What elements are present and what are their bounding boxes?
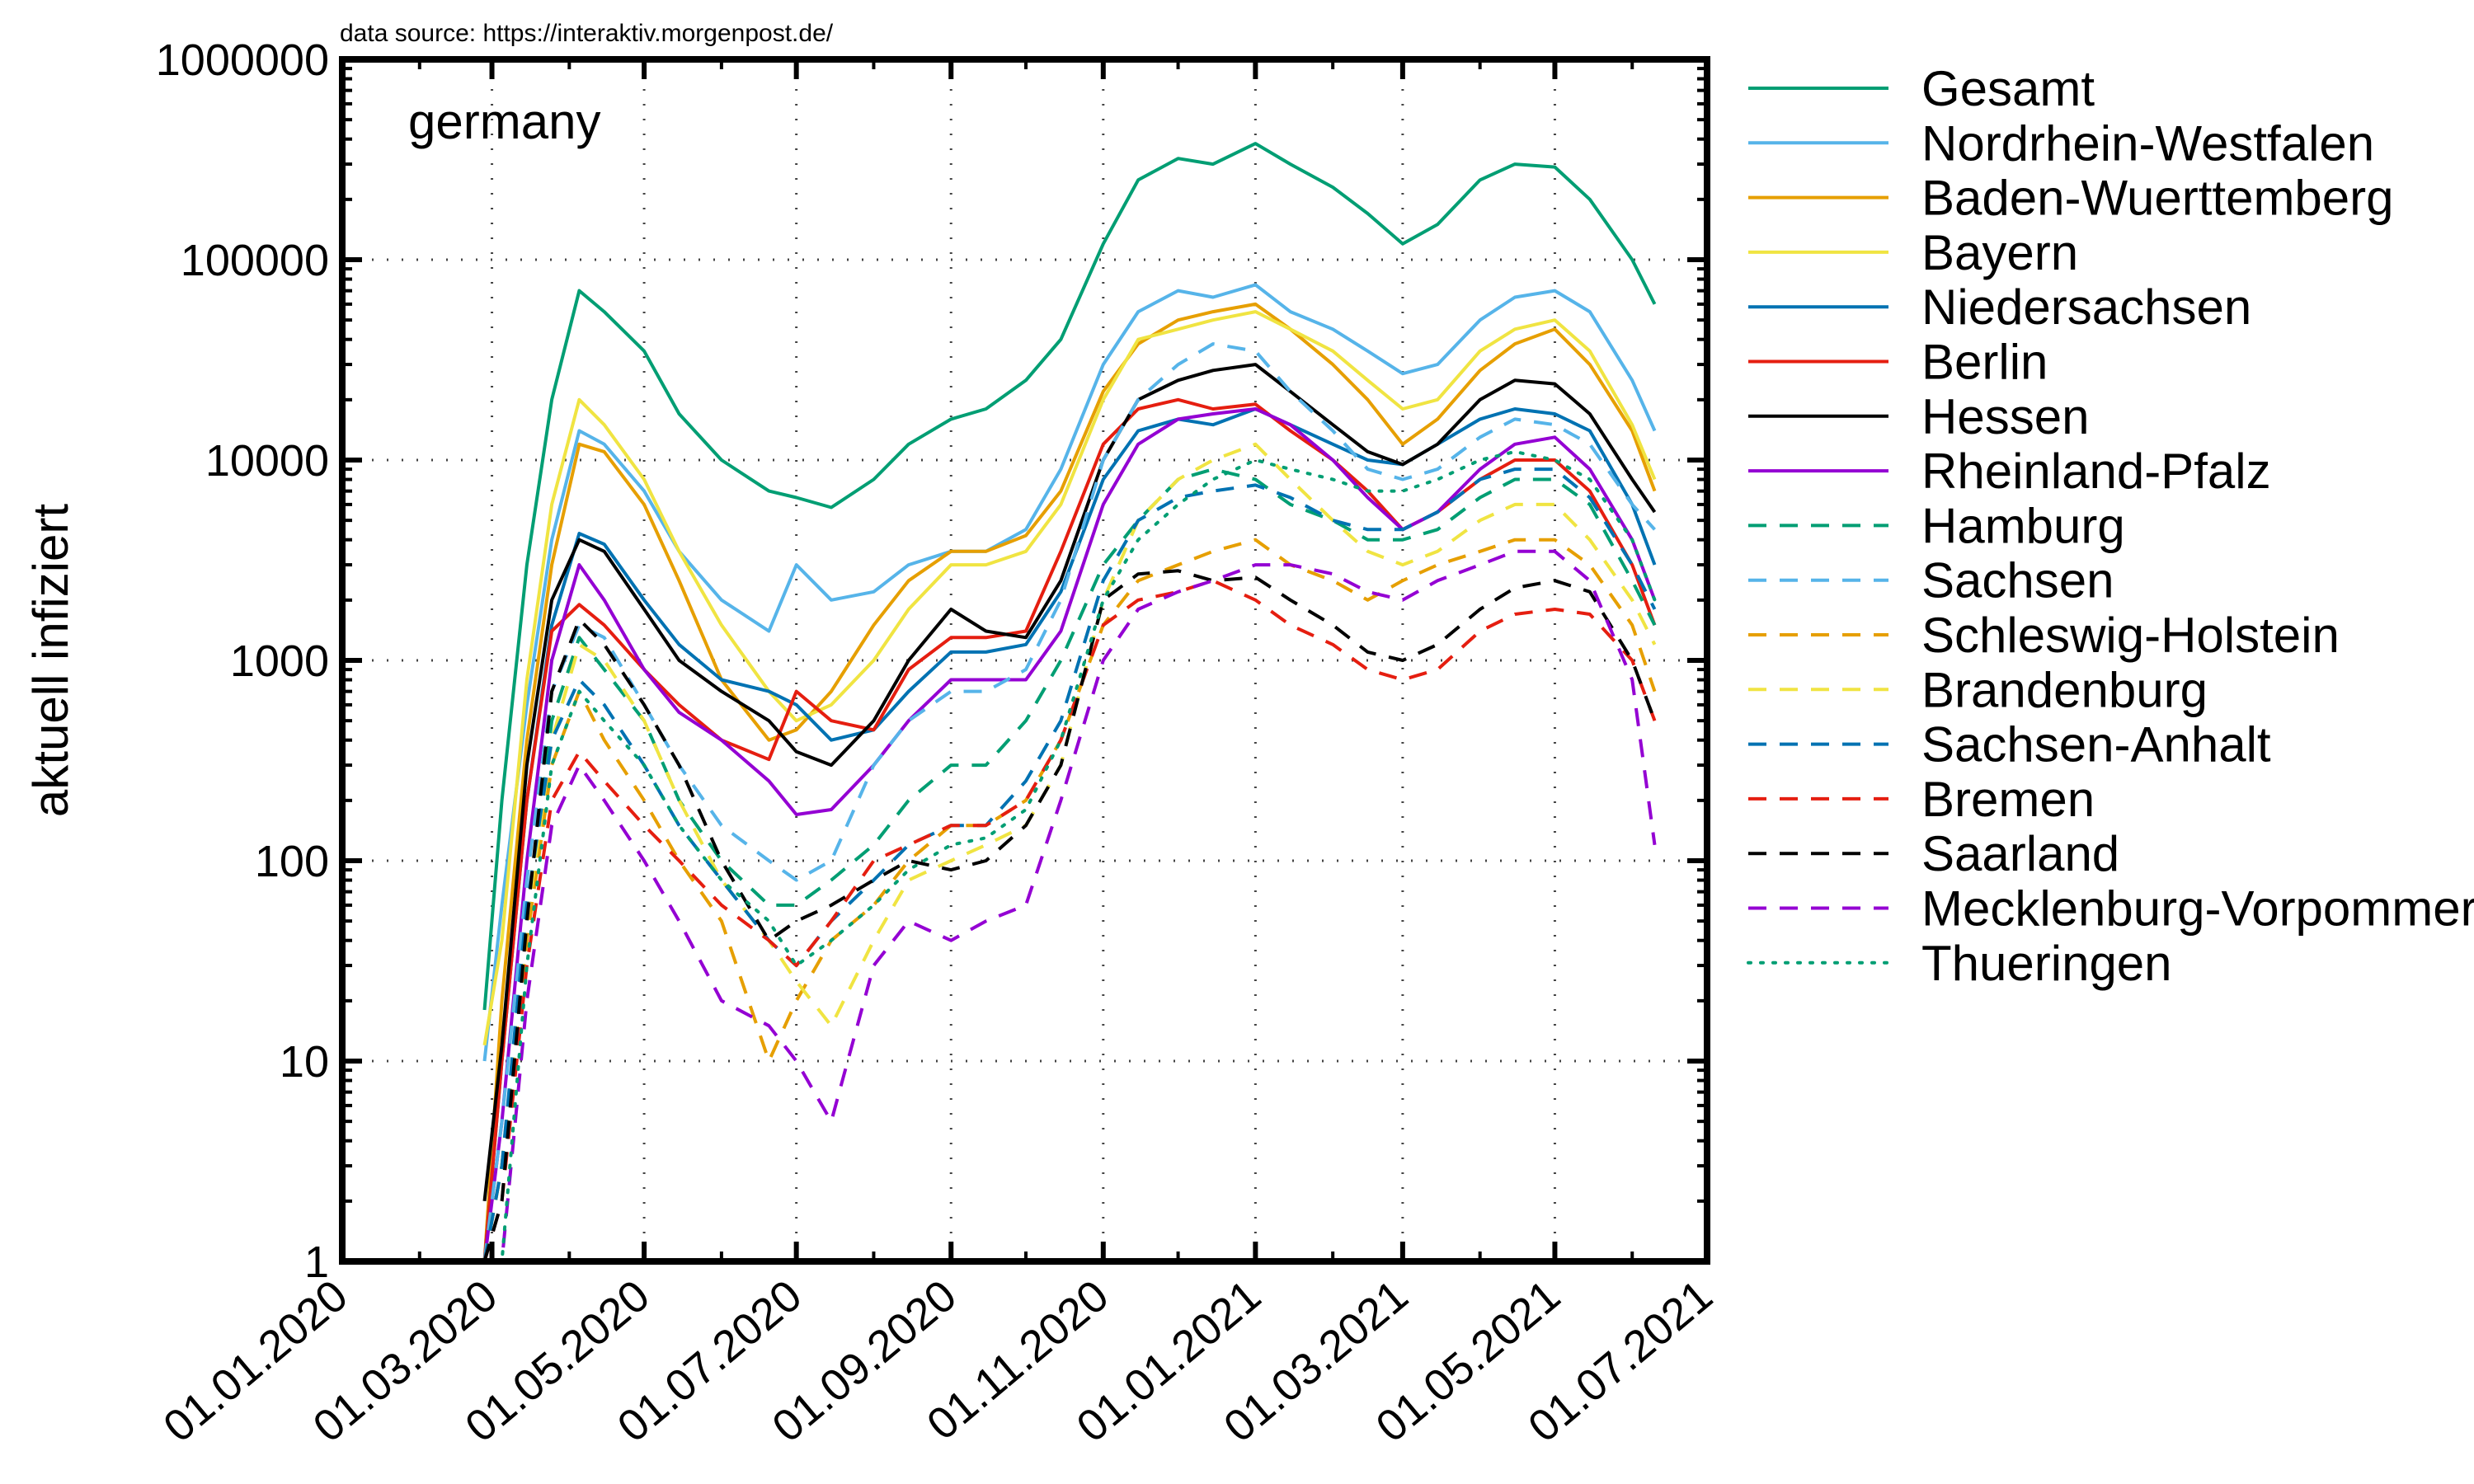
legend-label: Brandenburg [1921, 662, 2208, 717]
legend: GesamtNordrhein-WestfalenBaden-Wuerttemb… [1747, 61, 2474, 991]
series-line [482, 342, 1656, 1262]
legend-label: Baden-Wuerttemberg [1921, 171, 2394, 226]
legend-label: Rheinland-Pfalz [1921, 444, 2271, 499]
series-line [484, 549, 1657, 1263]
series-line [482, 283, 1657, 1062]
y-tick-label: 10000 [205, 436, 329, 486]
y-tick-label: 1000 [230, 636, 329, 686]
axis-ticks: 01.01.202001.03.202001.05.202001.07.2020… [154, 35, 1722, 1452]
source-note: data source: https://interaktiv.morgenpo… [340, 20, 834, 47]
y-tick-label: 10 [280, 1037, 329, 1087]
legend-label: Gesamt [1921, 61, 2095, 116]
y-tick-label: 1000000 [156, 35, 329, 85]
series-line [482, 579, 1657, 1262]
series-line [482, 310, 1657, 1046]
legend-label: Bayern [1921, 225, 2078, 280]
legend-label: Saarland [1921, 826, 2119, 881]
legend-label: Schleswig-Holstein [1921, 608, 2340, 663]
y-tick-label: 100000 [181, 236, 329, 285]
series-line [482, 467, 1657, 1262]
series-line [482, 407, 1657, 1262]
series-line [482, 142, 1657, 1011]
series-line [482, 397, 1657, 1262]
legend-label: Berlin [1921, 335, 2048, 390]
y-tick-label: 100 [255, 837, 329, 886]
legend-label: Hessen [1921, 389, 2089, 444]
series-line [482, 569, 1657, 1262]
legend-label: Hamburg [1921, 498, 2125, 553]
series-lines [482, 142, 1657, 1263]
y-tick-label: 1 [304, 1237, 329, 1287]
series-line [482, 302, 1657, 1262]
legend-label: Mecklenburg-Vorpommern [1921, 881, 2474, 937]
legend-label: Niedersachsen [1921, 279, 2251, 335]
legend-label: Nordrhein-Westfalen [1921, 115, 2374, 171]
series-line [482, 363, 1657, 1202]
chart-annotation: germany [408, 94, 600, 149]
series-line [482, 467, 1657, 1262]
y-axis-label: aktuell infiziert [23, 504, 78, 817]
legend-label: Sachsen [1921, 553, 2114, 608]
legend-label: Bremen [1921, 772, 2095, 827]
legend-label: Sachsen-Anhalt [1921, 717, 2271, 773]
series-line [482, 538, 1657, 1262]
series-line [482, 407, 1657, 1262]
legend-label: Thueringen [1921, 936, 2172, 991]
